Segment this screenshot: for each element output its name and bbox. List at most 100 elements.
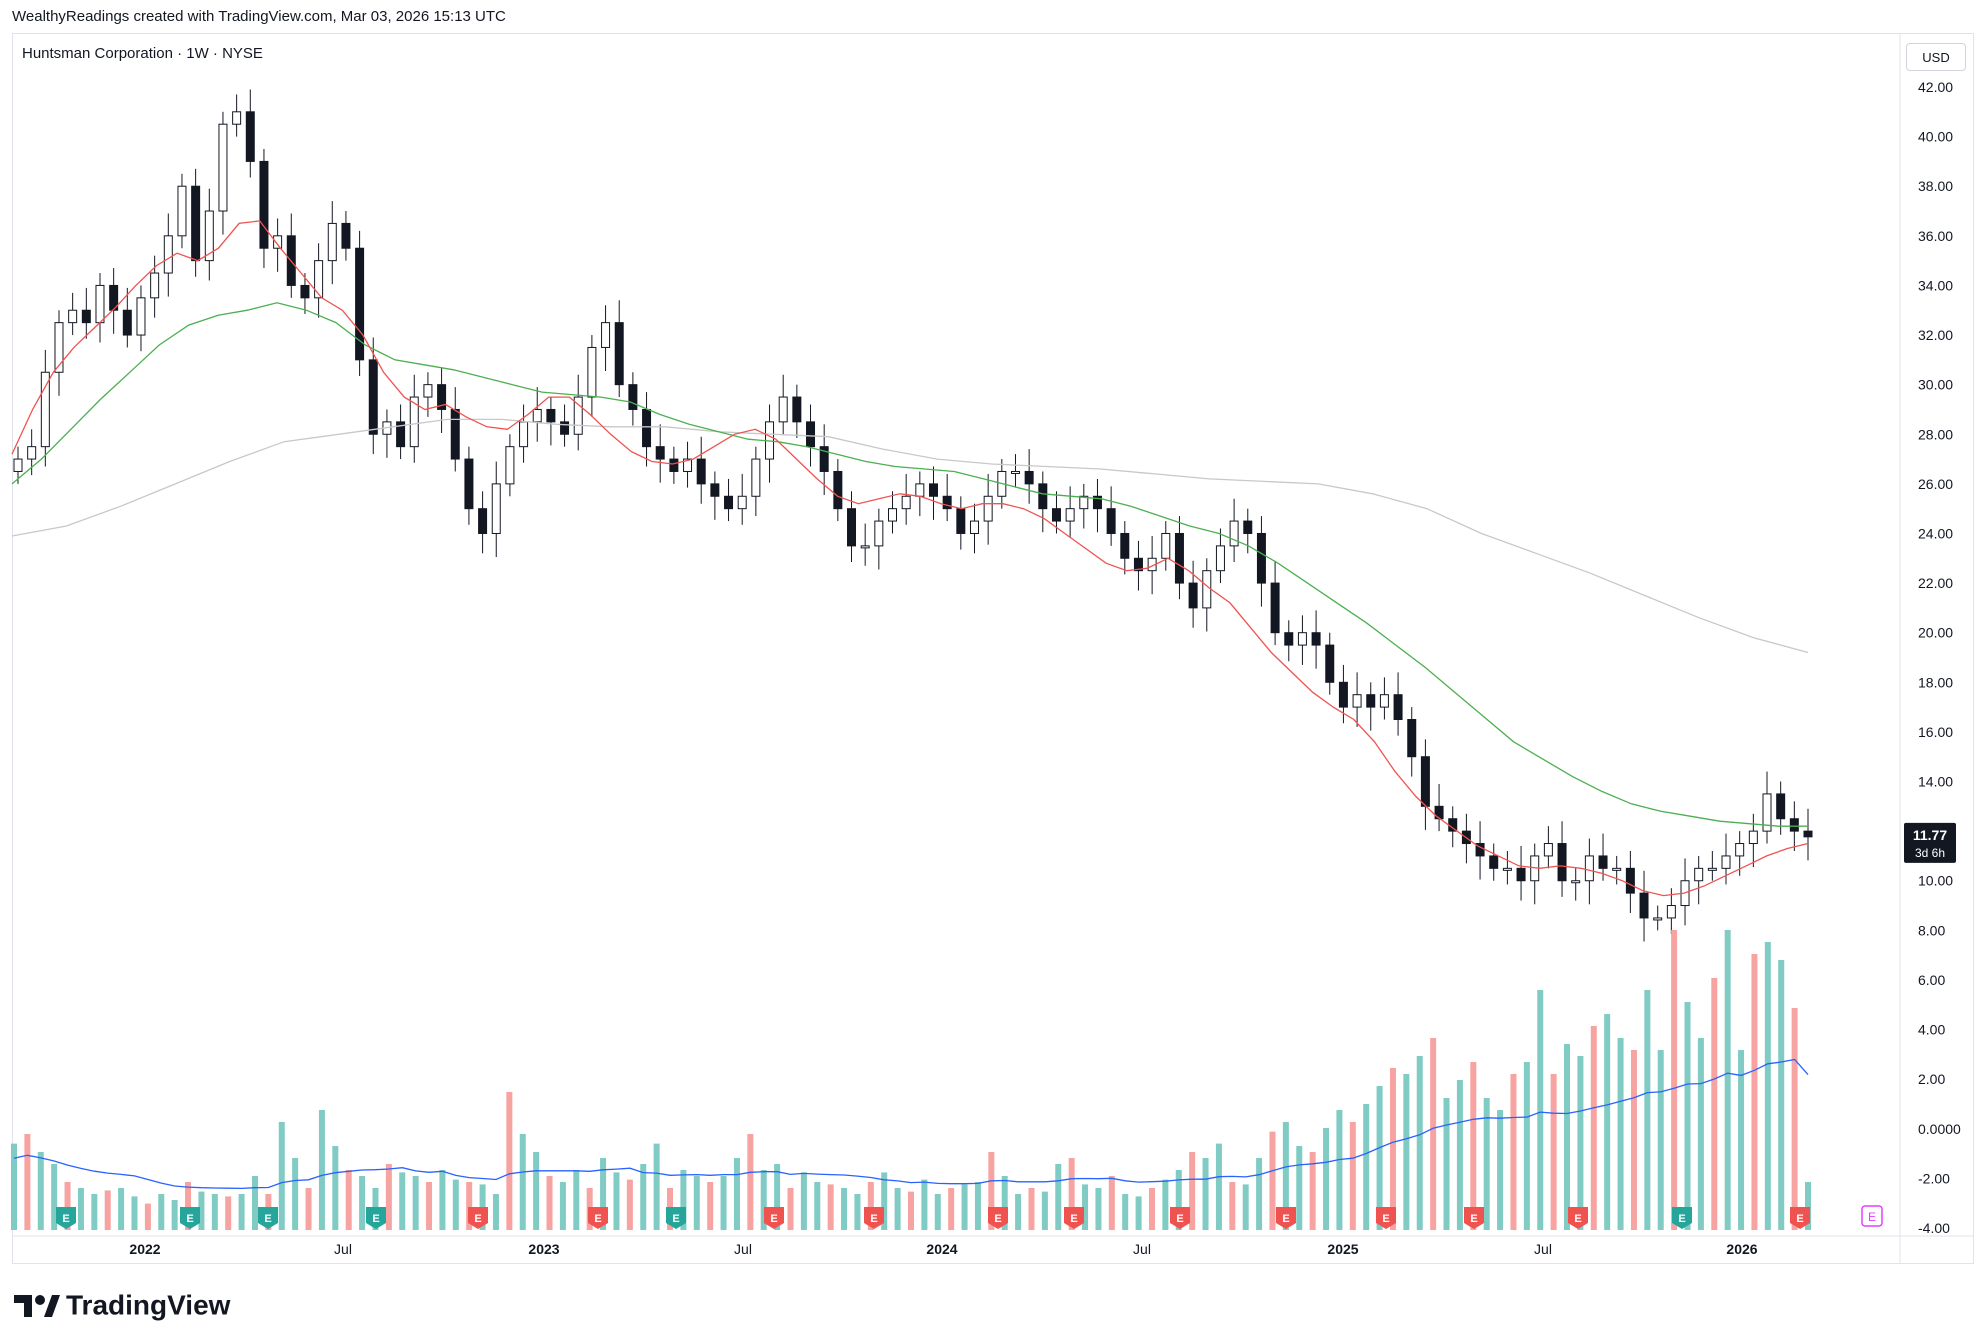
candle-body <box>204 210 214 262</box>
y-tick-label: 32.00 <box>1918 327 1953 343</box>
tradingview-logo[interactable]: TradingView <box>14 1288 230 1322</box>
volume-bar <box>412 1176 419 1230</box>
candle-body <box>1584 855 1594 882</box>
candle-body <box>40 371 50 448</box>
earnings-icon-label: E <box>994 1213 1001 1225</box>
volume-bar <box>318 1110 325 1230</box>
volume-bar <box>1242 1184 1249 1230</box>
x-tick-label: Jul <box>1133 1241 1151 1257</box>
earnings-icon <box>1170 1207 1190 1229</box>
candle-body <box>1803 830 1813 838</box>
candle-body <box>1625 867 1635 894</box>
candle-body <box>1133 557 1143 572</box>
candle-body <box>778 396 788 423</box>
earnings-icon-label: E <box>770 1213 777 1225</box>
future-earnings-icon <box>1861 1205 1883 1227</box>
volume-bar <box>961 1184 968 1230</box>
candle-body <box>1120 532 1130 559</box>
volume-bar <box>867 1182 874 1230</box>
symbol-title[interactable]: Huntsman Corporation · 1W · NYSE <box>22 45 263 62</box>
earnings-icon-label: E <box>1678 1213 1685 1225</box>
candle-body <box>1407 719 1417 758</box>
candle-body <box>327 222 337 262</box>
volume-bar <box>1604 1014 1611 1230</box>
future-earnings-icon-label: E <box>1868 1210 1876 1224</box>
candle-body <box>560 421 570 435</box>
candle-body <box>1243 520 1253 534</box>
candle-body <box>519 421 529 448</box>
volume-bar <box>1443 1098 1450 1230</box>
volume-bar <box>171 1200 178 1230</box>
candle-body <box>587 346 597 398</box>
volume-bar <box>466 1182 473 1230</box>
earnings-icon <box>764 1207 784 1229</box>
volume-ma-line <box>13 1058 1809 1190</box>
volume-bar <box>1309 1152 1316 1230</box>
y-tick-label: 36.00 <box>1918 228 1953 244</box>
earnings-icon <box>666 1207 686 1229</box>
volume-bar <box>1095 1188 1102 1230</box>
volume-bar <box>1015 1194 1022 1230</box>
volume-bar <box>1175 1170 1182 1230</box>
y-tick-label: 22.00 <box>1918 575 1953 591</box>
volume-bar <box>1764 942 1771 1230</box>
volume-bar <box>104 1190 111 1230</box>
candle-body <box>1776 793 1786 820</box>
candle-body <box>1379 694 1389 708</box>
earnings-icon <box>468 1207 488 1229</box>
volume-bar <box>1751 954 1758 1230</box>
candle-body <box>109 284 119 311</box>
candle-body <box>888 508 898 522</box>
currency-selector[interactable]: USD <box>1906 43 1966 71</box>
volume-bar <box>1082 1184 1089 1230</box>
candle-body <box>122 309 132 336</box>
earnings-icon-label: E <box>1176 1213 1183 1225</box>
candle-body <box>1789 818 1799 832</box>
volume-bar <box>305 1188 312 1230</box>
volume-bar <box>1711 978 1718 1230</box>
volume-bar <box>64 1182 71 1230</box>
volume-bar <box>1805 1182 1811 1230</box>
earnings-icon <box>366 1207 386 1229</box>
volume-bar <box>37 1152 44 1230</box>
earnings-icon-label: E <box>264 1213 271 1225</box>
candle-body <box>1038 483 1048 510</box>
candle-body <box>1106 508 1116 534</box>
candle-body <box>259 160 269 249</box>
candle-body <box>13 458 23 472</box>
volume-bar <box>974 1182 981 1230</box>
volume-bar <box>1028 1188 1035 1230</box>
volume-bar <box>1497 1110 1504 1230</box>
candle-body <box>1612 867 1622 871</box>
candle-body <box>724 495 734 510</box>
volume-bar <box>11 1143 17 1230</box>
earnings-icon <box>1672 1207 1692 1229</box>
volume-bar <box>24 1134 31 1230</box>
volume-bar <box>1041 1191 1048 1230</box>
candle-body <box>1393 694 1403 721</box>
earnings-icon-label: E <box>594 1213 601 1225</box>
volume-bar <box>1148 1188 1155 1230</box>
volume-bar <box>1215 1143 1222 1230</box>
y-tick-label: 30.00 <box>1918 377 1953 393</box>
y-tick-label: 16.00 <box>1918 724 1953 740</box>
y-tick-label: -2.00 <box>1918 1170 1950 1186</box>
volume-bar <box>1470 1062 1477 1230</box>
volume-bar <box>1269 1131 1276 1230</box>
volume-bar <box>345 1170 352 1230</box>
volume-bar <box>1376 1086 1383 1230</box>
volume-bar <box>1430 1038 1437 1230</box>
earnings-icon-label: E <box>1796 1213 1803 1225</box>
candle-body <box>1051 508 1061 522</box>
earnings-icon-label: E <box>474 1213 481 1225</box>
chart-frame[interactable] <box>12 33 1974 1264</box>
volume-bar <box>854 1194 861 1230</box>
candle-body <box>505 446 515 485</box>
volume-bar <box>51 1164 58 1230</box>
volume-bar <box>600 1158 607 1230</box>
candle-body <box>1215 545 1225 572</box>
volume-bar <box>1068 1158 1075 1230</box>
volume-bar <box>1590 1026 1597 1230</box>
candle-body <box>1666 905 1676 919</box>
